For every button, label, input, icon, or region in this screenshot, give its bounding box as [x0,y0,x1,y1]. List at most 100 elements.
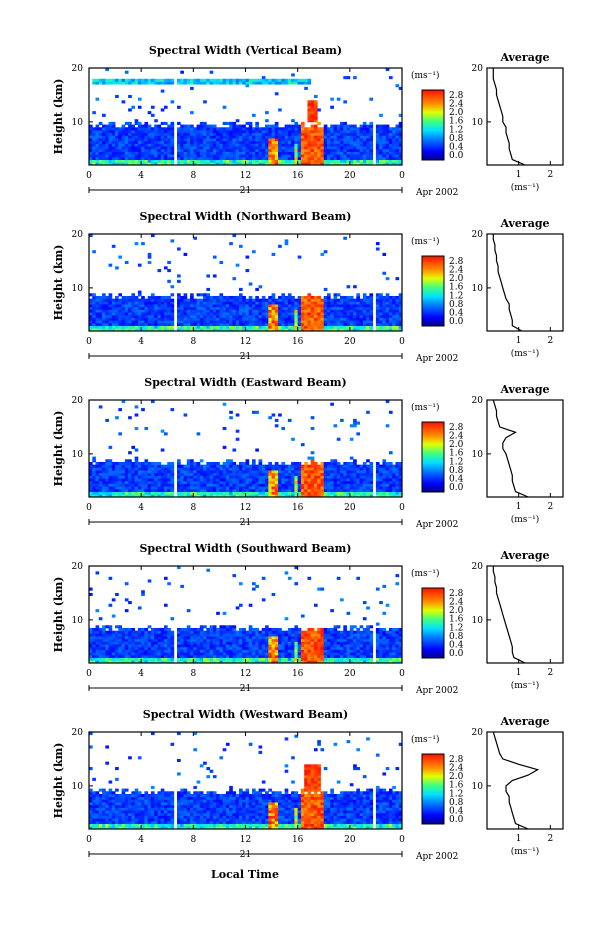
heatmap-cell [340,127,344,131]
heatmap-cell [206,652,211,656]
heatmap-cell [193,478,197,482]
heatmap-cell [89,654,93,659]
heatmap-cell [388,486,393,490]
heatmap-cell [212,461,217,466]
heatmap-cell [340,148,344,152]
heatmap-cell [252,132,256,136]
heatmap-cell [108,491,113,495]
heatmap-cell [225,121,230,125]
heatmap-cell [203,488,207,493]
heatmap-cell [102,151,106,155]
heatmap-cell [349,151,354,155]
heatmap-cell [359,154,364,158]
heatmap-cell [95,478,100,482]
heatmap-cell [398,86,403,90]
heatmap-cell [177,293,181,297]
heatmap-cell [154,127,158,131]
heatmap-cell [327,325,331,329]
heatmap-cell [121,132,126,136]
heatmap-cell [320,494,325,498]
heatmap-cell [317,328,321,332]
heatmap-cell [154,135,158,139]
heatmap-cell [359,301,364,305]
heatmap-cell [108,467,113,471]
heatmap-cell [124,598,129,602]
heatmap-cell [111,630,116,634]
heatmap-cell [294,154,299,158]
heatmap-cell [193,328,197,332]
heatmap-cell [245,151,250,155]
heatmap-cell [118,483,122,487]
heatmap-cell [134,480,139,484]
heatmap-cell [98,304,103,308]
heatmap-cell [137,127,142,131]
heatmap-cell [395,154,400,158]
heatmap-cell [177,314,181,318]
heatmap-cell [131,140,136,144]
heatmap-cell [203,657,207,661]
heatmap-cell [281,129,286,134]
heatmap-cell [245,298,250,302]
heatmap-cell [212,298,217,302]
heatmap-cell [235,464,240,468]
heatmap-cell [327,470,331,474]
heatmap-cell [297,127,302,131]
heatmap-cell [111,143,116,147]
heatmap-cell [366,480,370,484]
heatmap-cell [121,483,126,487]
heatmap-cell [268,491,272,495]
heatmap-cell [118,317,122,321]
heatmap-cell [258,306,263,310]
heatmap-cell [252,298,256,302]
heatmap-cell [284,140,289,144]
heatmap-cell [115,660,119,664]
heatmap-cell [265,143,269,147]
heatmap-cell [92,293,96,297]
heatmap-cell [186,654,191,659]
heatmap-cell [359,322,364,327]
heatmap-cell [137,636,142,640]
heatmap-cell [219,467,224,471]
heatmap-cell [242,154,246,158]
heatmap-cell [124,121,129,125]
heatmap-cell [268,483,272,487]
heatmap-cell [245,309,250,313]
heatmap-cell [395,298,400,302]
heatmap-cell [216,483,220,487]
heatmap-cell [245,138,250,142]
heatmap-cell [349,146,354,150]
heatmap-cell [245,154,250,158]
heatmap-cell [199,494,204,498]
heatmap-cell [323,138,328,142]
heatmap-cell [278,135,282,139]
heatmap-cell [336,309,341,313]
heatmap-cell [209,132,214,136]
heatmap-cell [225,306,230,310]
heatmap-cell [137,486,142,490]
heatmap-cell [115,644,119,648]
heatmap-cell [89,470,93,474]
heatmap-cell [157,328,162,332]
heatmap-cell [180,81,184,85]
heatmap-cell [356,421,361,425]
heatmap-cell [150,470,155,474]
heatmap-cell [336,488,341,493]
heatmap-cell [323,129,328,134]
heatmap-cell [271,483,276,487]
heatmap-cell [212,255,217,259]
heatmap-cell [336,491,341,495]
heatmap-cell [154,478,158,482]
heatmap-cell [359,480,364,484]
heatmap-cell [163,132,168,136]
heatmap-cell [320,132,325,136]
heatmap-cell [225,649,230,653]
heatmap-cell [359,328,364,332]
heatmap-cell [238,494,243,498]
heatmap-cell [190,140,194,144]
heatmap-cell [183,78,188,82]
heatmap-cell [92,301,96,305]
heatmap-cell [252,491,256,495]
heatmap-cell [225,301,230,305]
heatmap-cell [209,483,214,487]
heatmap-cell [199,630,204,634]
